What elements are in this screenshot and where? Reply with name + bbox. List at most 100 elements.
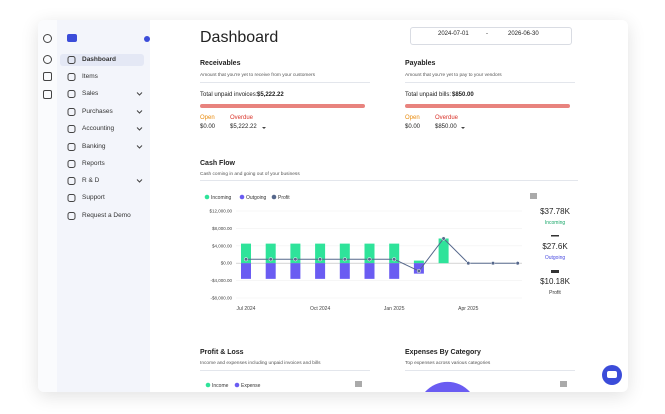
payables-bar (405, 104, 570, 108)
legend-swatch (234, 382, 240, 388)
receivables-bar (200, 104, 365, 108)
dropdown-caret (461, 127, 465, 129)
expense-pie (425, 381, 470, 392)
open-label: Open (200, 115, 215, 121)
page-title: Dashboard (200, 29, 279, 46)
profit-point (490, 261, 496, 266)
date-sep: - (486, 31, 488, 37)
app-window (38, 20, 628, 392)
dropdown-caret (262, 127, 266, 129)
active-item-bg (60, 54, 144, 66)
bar (290, 243, 301, 264)
y-tick-label: $0.00 (221, 261, 233, 266)
add-icon[interactable] (43, 55, 52, 64)
pl-title: Profit & Loss (200, 349, 244, 356)
sidebar (57, 20, 150, 392)
divider (200, 180, 578, 181)
nav-item[interactable]: Reports (82, 160, 105, 167)
nav-icon (67, 212, 76, 220)
bar (438, 238, 449, 264)
y-tick-label: $12,000.00 (209, 209, 232, 214)
profile-icon[interactable] (43, 34, 52, 43)
overdue-label: Overdue (230, 115, 254, 121)
date-range[interactable] (410, 27, 572, 45)
total-value: $850.00 (452, 92, 474, 98)
legend-label: Incoming (211, 195, 232, 201)
legend-label: Expense (241, 383, 261, 389)
nav-item[interactable]: Accounting (82, 125, 115, 132)
total-label: Total unpaid bills: (405, 92, 452, 98)
y-tick-label: $8,000.00 (212, 226, 233, 231)
bar (315, 263, 326, 279)
summary-value: $10.18K (540, 277, 570, 286)
y-tick-label: -$4,000.00 (210, 278, 232, 283)
nav-icon (67, 194, 76, 202)
expenses-subtitle: Top expenses across various categories (405, 361, 491, 366)
divider (200, 370, 370, 371)
settings-icon[interactable] (43, 72, 52, 81)
chevron (136, 145, 143, 149)
date-from[interactable]: 2024-07-01 (438, 31, 469, 37)
divider (405, 370, 575, 371)
menu-icons (355, 193, 567, 387)
nav-item[interactable]: R & D (82, 177, 100, 184)
open-value: $0.00 (200, 124, 216, 130)
expenses-title: Expenses By Category (405, 349, 481, 356)
profit-point (268, 257, 273, 262)
bar (389, 243, 400, 264)
profit-point (293, 257, 298, 262)
divider (405, 82, 575, 83)
nav-item[interactable]: Sales (82, 90, 99, 97)
nav-item[interactable]: Purchases (82, 108, 113, 115)
summary-label: Profit (549, 290, 561, 296)
summary-separator (551, 235, 559, 237)
nav-item[interactable]: Support (82, 194, 105, 201)
nav-icon (67, 143, 76, 151)
summary-label: Outgoing (545, 255, 566, 261)
nav-item[interactable]: Items (82, 73, 98, 80)
x-tick-label: Jan 2025 (384, 306, 405, 312)
nav-icon (67, 160, 76, 168)
docs-icon[interactable] (43, 90, 52, 99)
bar (265, 263, 276, 279)
payables-subtitle: Amount that you're yet to pay to your ve… (405, 73, 502, 78)
overdue-label: Overdue (435, 115, 459, 121)
profit-point (392, 257, 397, 262)
open-label: Open (405, 115, 420, 121)
profit-point (466, 261, 471, 266)
summary-label: Incoming (545, 220, 566, 226)
cash-flow-title: Cash Flow (200, 160, 236, 167)
legend-label: Outgoing (246, 195, 267, 201)
y-tick-label: -$8,000.00 (210, 296, 232, 301)
nav-item[interactable]: Dashboard (82, 56, 116, 63)
pl-subtitle: Income and expenses including unpaid inv… (200, 361, 321, 366)
date-to[interactable]: 2026-06-30 (508, 31, 539, 37)
chevron (136, 92, 143, 96)
profit-point (243, 257, 249, 262)
summary-value: $27.6K (542, 242, 568, 251)
bar (413, 263, 424, 274)
profit-point (515, 261, 520, 266)
nav-item[interactable]: Banking (82, 143, 106, 150)
bar (241, 243, 251, 264)
x-tick-label: Oct 2024 (310, 306, 331, 312)
legend-swatch (205, 382, 211, 388)
chevron (136, 110, 143, 114)
bar (389, 263, 400, 279)
bar (265, 243, 276, 264)
legend-label: Profit (278, 195, 290, 201)
payables-title: Payables (405, 60, 436, 67)
cash-flow-subtitle: Cash coming in and going out of your bus… (200, 172, 300, 177)
bar (413, 260, 424, 264)
nav-item[interactable]: Request a Demo (82, 212, 131, 219)
open-value: $0.00 (405, 124, 421, 130)
divider (200, 82, 370, 83)
bar (339, 243, 350, 264)
summary-value: $37.78K (540, 207, 570, 216)
x-tick-label: Apr 2025 (458, 306, 479, 312)
profit-point (441, 236, 446, 241)
total-label: Total unpaid invoices: (200, 92, 258, 98)
profit-line (246, 237, 518, 272)
